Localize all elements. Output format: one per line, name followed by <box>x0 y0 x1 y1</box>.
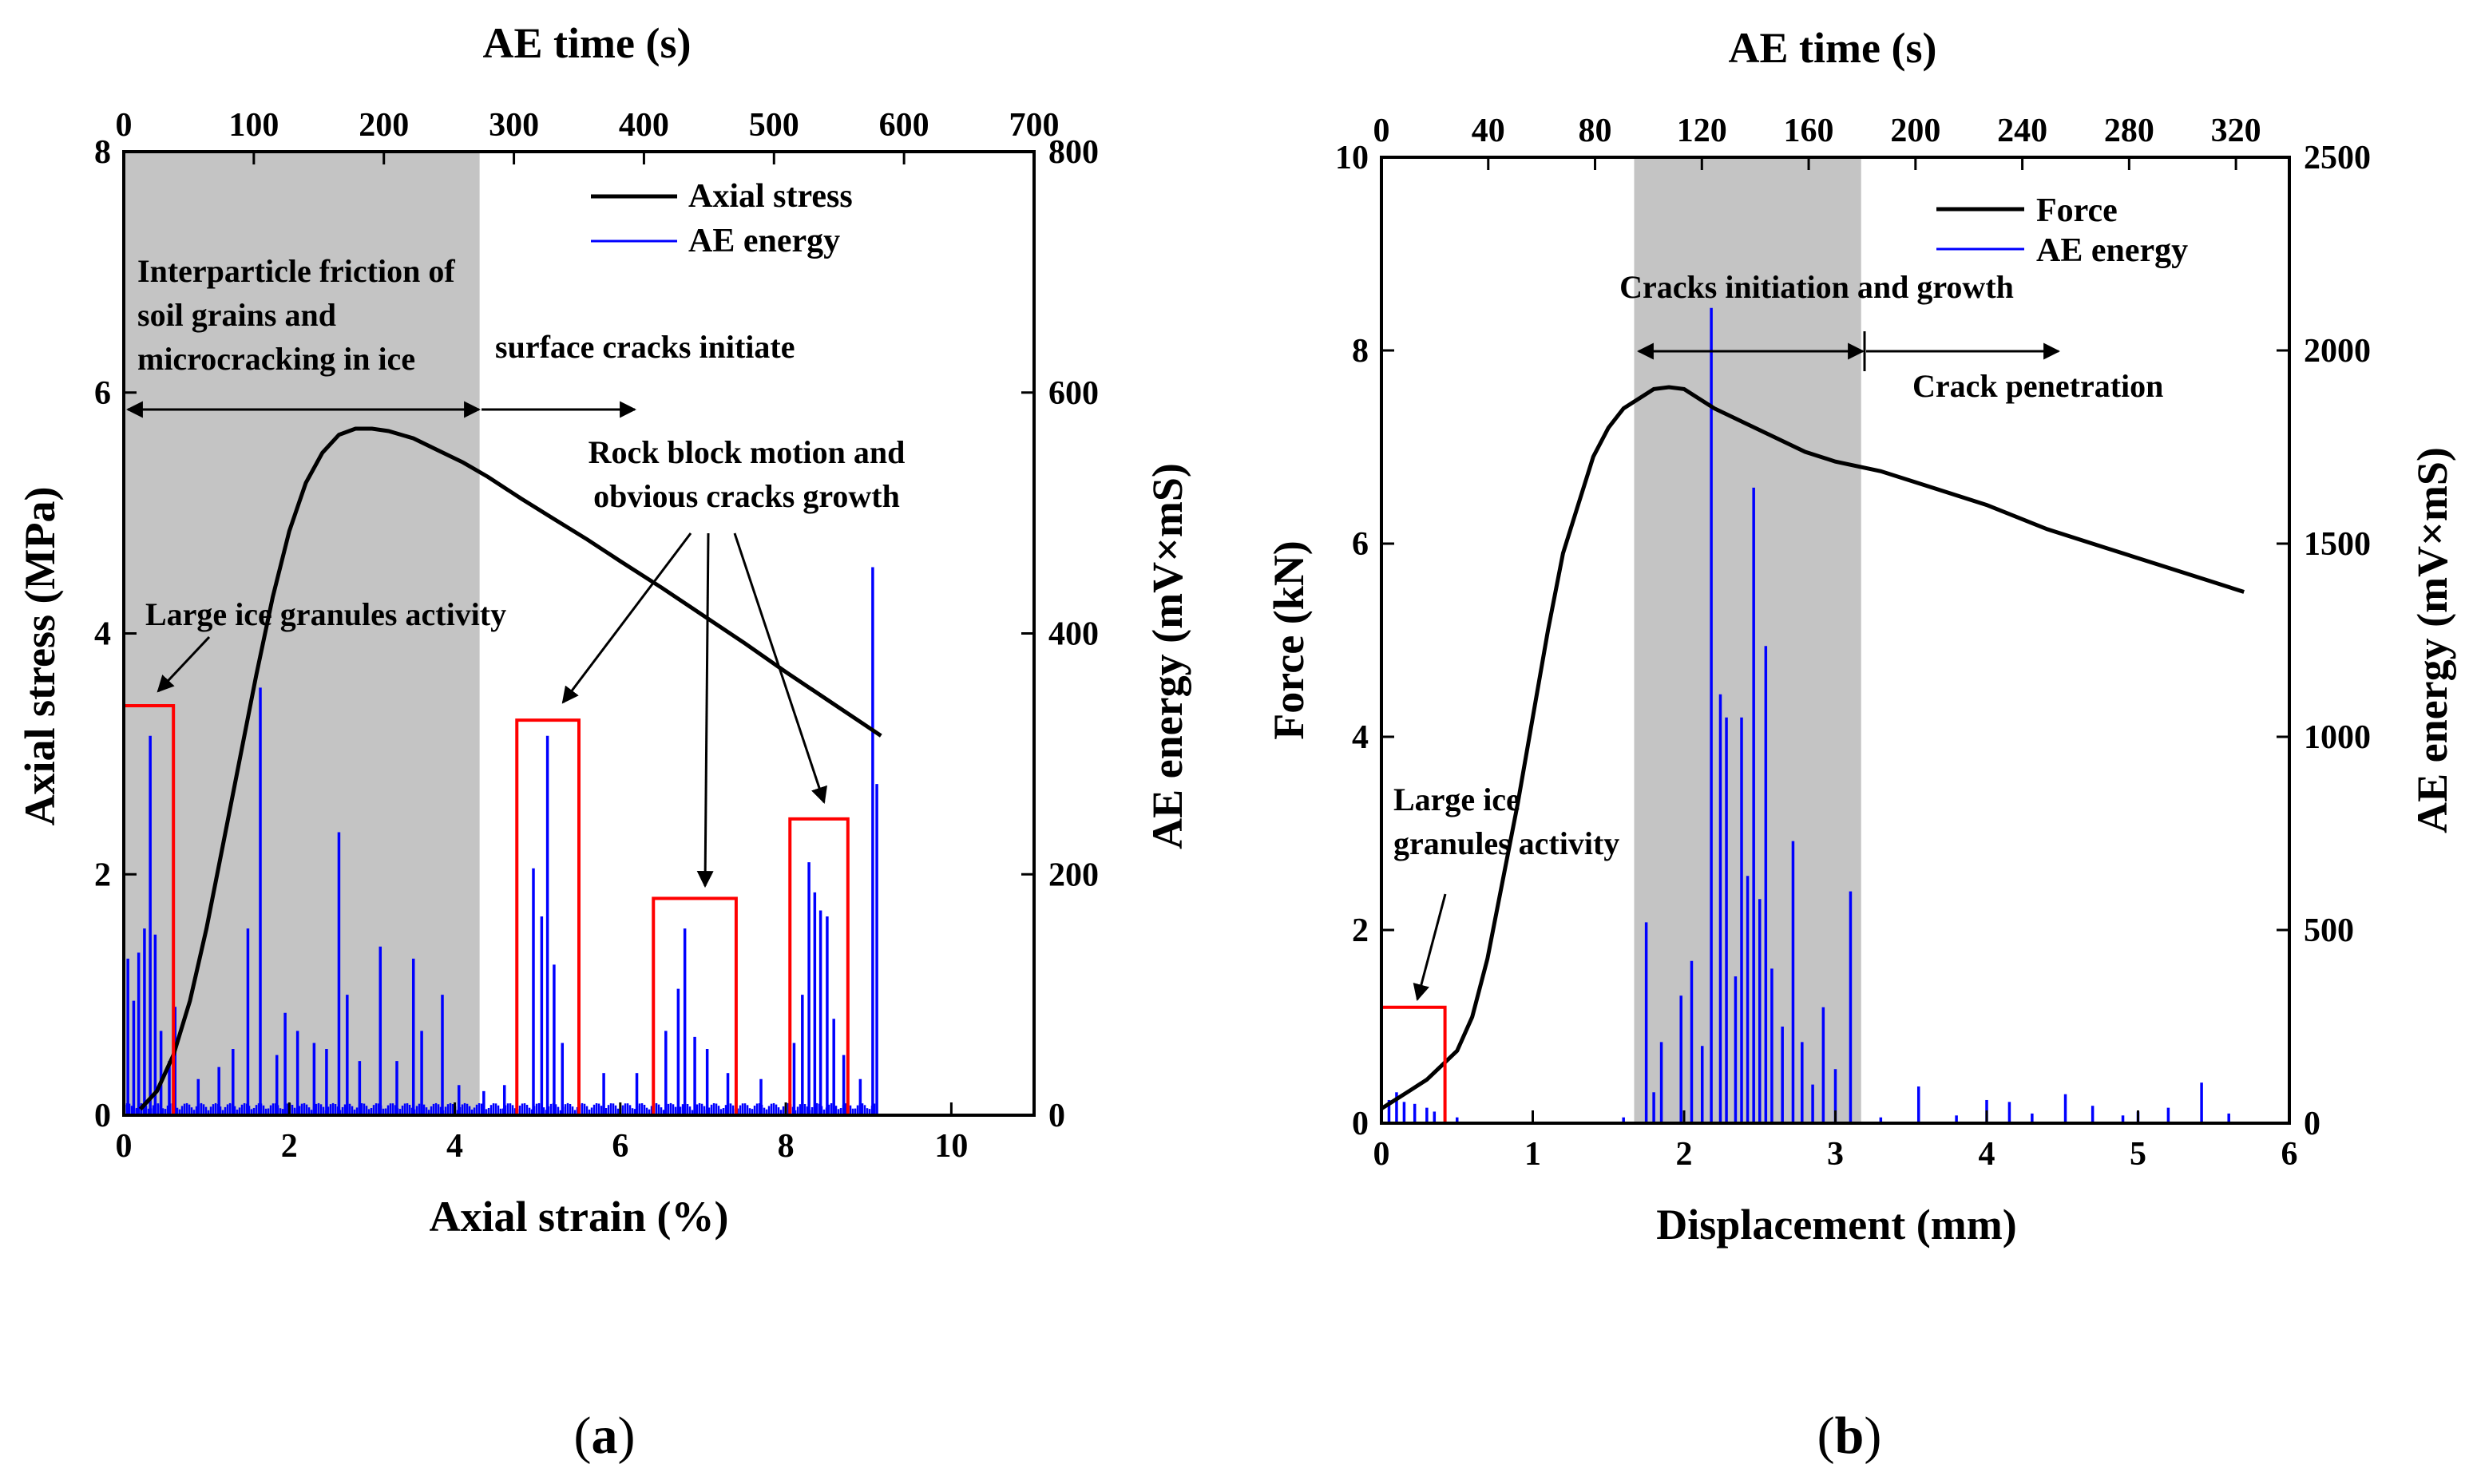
top-tick-label: 500 <box>749 107 799 144</box>
top-tick-label: 600 <box>879 107 929 144</box>
y-tick-label: 0 <box>1352 1106 1369 1142</box>
annotation-large-ice: Large ice granules activity <box>145 596 506 632</box>
x-tick-label: 6 <box>2281 1136 2298 1173</box>
large-ice-arrow <box>1413 893 1447 1002</box>
y-tick-label: 8 <box>1352 333 1369 370</box>
y2-tick-label: 0 <box>2304 1106 2320 1142</box>
legend-label-ae: AE energy <box>688 223 840 259</box>
y-tick-label: 2 <box>1352 912 1369 949</box>
highlight-box <box>1380 1005 1447 1126</box>
annotation-large-ice-2: granules activity <box>1393 825 1619 861</box>
axis-ticks: 0 2 4 6 8 100 100 200 300 400 500 600 70002468020040… <box>94 107 1099 1165</box>
x-tick-label: 6 <box>612 1128 628 1165</box>
axial-stress-line <box>138 426 882 1111</box>
y2-tick-label: 800 <box>1048 134 1099 171</box>
top-tick-label: 200 <box>359 107 409 144</box>
y-tick-label: 0 <box>94 1098 111 1134</box>
top-tick-label: 400 <box>619 107 669 144</box>
annotation-large-ice-1: Large ice <box>1393 782 1520 817</box>
left-axis-title: Force (kN) <box>1265 540 1313 739</box>
annotation-rock-2: obvious cracks growth <box>593 478 900 514</box>
annotation-cracks-initiation: Cracks initiation and growth <box>1619 269 2014 305</box>
x-tick-label: 0 <box>1373 1136 1390 1173</box>
y2-tick-label: 0 <box>1048 1098 1065 1134</box>
caption-b: (b) <box>1817 1407 1882 1465</box>
rock-arrow-2 <box>696 532 714 888</box>
annotation-friction-2: soil grains and <box>137 297 336 333</box>
rock-arrow-3 <box>733 532 828 804</box>
y-tick-label: 4 <box>1352 719 1369 756</box>
top-tick-label: 80 <box>1579 113 1612 149</box>
panel-b: 0 1 2 3 4 5 60 40 80 120 160 200 240 280 3200246810050… <box>1265 24 2456 1465</box>
shaded-region <box>124 152 480 1115</box>
x-tick-label: 2 <box>1676 1136 1693 1173</box>
top-tick-label: 280 <box>2104 113 2154 149</box>
annotation-friction-1: Interparticle friction of <box>137 253 455 289</box>
annotation-friction-3: microcracking in ice <box>137 341 415 377</box>
caption-a: (a) <box>574 1407 636 1465</box>
legend-label-ae: AE energy <box>2036 232 2188 269</box>
x-tick-label: 8 <box>778 1128 795 1165</box>
y2-tick-label: 200 <box>1048 857 1099 893</box>
x-tick-label: 3 <box>1827 1136 1844 1173</box>
y2-tick-label: 400 <box>1048 616 1099 653</box>
y2-tick-label: 600 <box>1048 375 1099 412</box>
force-line <box>1380 385 2245 1110</box>
x-tick-label: 1 <box>1524 1136 1541 1173</box>
legend-label-force: Force <box>2036 192 2118 229</box>
y-tick-label: 8 <box>94 134 111 171</box>
top-tick-label: 700 <box>1009 107 1060 144</box>
top-tick-label: 100 <box>228 107 279 144</box>
right-axis-title: AE energy (mV×mS) <box>1143 463 1191 849</box>
top-tick-label: 160 <box>1784 113 1834 149</box>
highlight-box <box>788 817 850 1118</box>
y-tick-label: 2 <box>94 857 111 893</box>
large-ice-arrow <box>157 635 211 693</box>
x-tick-label: 5 <box>2130 1136 2146 1173</box>
panel-a: 0 2 4 6 8 100 100 200 300 400 500 600 70002468020040… <box>16 19 1191 1465</box>
top-tick-label: 0 <box>116 107 133 144</box>
top-tick-label: 320 <box>2211 113 2261 149</box>
ae-energy-spikes <box>1381 307 2230 1123</box>
y2-tick-label: 500 <box>2304 912 2354 949</box>
top-tick-label: 200 <box>1890 113 1940 149</box>
y-tick-label: 10 <box>1335 140 1369 176</box>
y2-tick-label: 1500 <box>2304 526 2371 563</box>
top-tick-label: 300 <box>489 107 539 144</box>
top-axis-title: AE time (s) <box>483 19 692 67</box>
bottom-axis-title: Displacement (mm) <box>1656 1201 2016 1249</box>
y-tick-label: 6 <box>1352 526 1369 563</box>
top-tick-label: 40 <box>1472 113 1505 149</box>
x-tick-label: 10 <box>934 1128 968 1165</box>
top-tick-label: 120 <box>1677 113 1727 149</box>
top-tick-label: 240 <box>1997 113 2047 149</box>
highlight-boxes <box>1380 1005 1447 1126</box>
bottom-axis-title: Axial strain (%) <box>430 1193 729 1241</box>
right-axis-title: AE energy (mV×mS) <box>2408 447 2456 833</box>
y2-tick-label: 2000 <box>2304 333 2371 370</box>
y2-tick-label: 1000 <box>2304 719 2371 756</box>
x-tick-label: 0 <box>116 1128 133 1165</box>
left-axis-title: Axial stress (MPa) <box>16 487 64 826</box>
annotation-rock-1: Rock block motion and <box>589 434 906 470</box>
annotation-crack-penetration: Crack penetration <box>1912 368 2163 404</box>
top-tick-label: 0 <box>1373 113 1390 149</box>
y2-tick-label: 2500 <box>2304 140 2371 176</box>
y-tick-label: 4 <box>94 616 111 653</box>
x-tick-label: 4 <box>446 1128 463 1165</box>
caption-letter-a: a <box>592 1407 618 1465</box>
annotation-surface-cracks: surface cracks initiate <box>495 329 795 365</box>
y-tick-label: 6 <box>94 375 111 412</box>
legend-label-stress: Axial stress <box>688 178 853 215</box>
top-axis-title: AE time (s) <box>1729 24 1937 72</box>
axis-ticks: 0 1 2 3 4 5 60 40 80 120 160 200 240 280 3200246810050… <box>1335 113 2371 1173</box>
caption-letter-b: b <box>1835 1407 1865 1465</box>
rock-arrow-1 <box>561 532 692 704</box>
x-tick-label: 2 <box>281 1128 298 1165</box>
x-tick-label: 4 <box>1979 1136 1995 1173</box>
